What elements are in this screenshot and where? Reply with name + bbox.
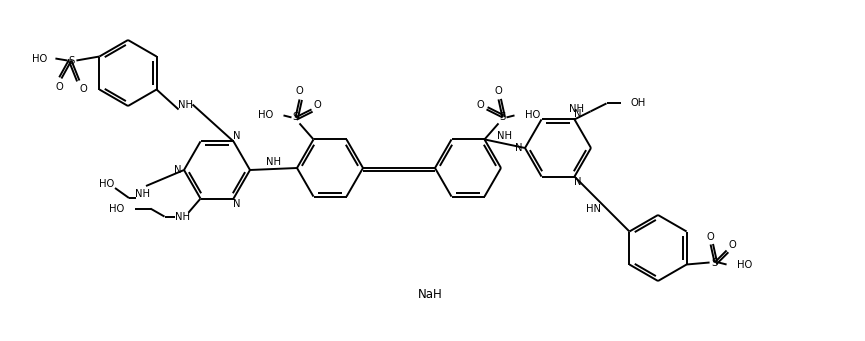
Text: N: N xyxy=(174,165,182,175)
Text: O: O xyxy=(495,86,503,97)
Text: N: N xyxy=(233,131,240,141)
Text: HN: HN xyxy=(586,204,601,214)
Text: O: O xyxy=(477,100,484,110)
Text: O: O xyxy=(80,84,87,93)
Text: HO: HO xyxy=(32,54,48,63)
Text: NH: NH xyxy=(497,131,512,141)
Text: NH: NH xyxy=(178,100,193,109)
Text: NH: NH xyxy=(569,104,584,115)
Text: O: O xyxy=(314,100,322,110)
Text: S: S xyxy=(68,56,74,65)
Text: HO: HO xyxy=(259,110,273,120)
Text: OH: OH xyxy=(631,99,646,108)
Text: NH: NH xyxy=(266,157,281,167)
Text: N: N xyxy=(573,177,581,187)
Text: N: N xyxy=(516,143,522,153)
Text: HO: HO xyxy=(99,179,115,189)
Text: HO: HO xyxy=(524,110,540,120)
Text: NH: NH xyxy=(175,211,190,222)
Text: N: N xyxy=(233,199,240,209)
Text: HO: HO xyxy=(109,204,125,213)
Text: NaH: NaH xyxy=(418,288,442,301)
Text: O: O xyxy=(55,83,63,92)
Text: O: O xyxy=(707,232,714,241)
Text: NH: NH xyxy=(134,189,150,199)
Text: O: O xyxy=(728,239,736,250)
Text: S: S xyxy=(499,113,506,122)
Text: HO: HO xyxy=(737,260,752,269)
Text: N: N xyxy=(573,109,581,119)
Text: S: S xyxy=(292,113,298,122)
Text: O: O xyxy=(296,86,304,97)
Text: S: S xyxy=(711,257,718,267)
